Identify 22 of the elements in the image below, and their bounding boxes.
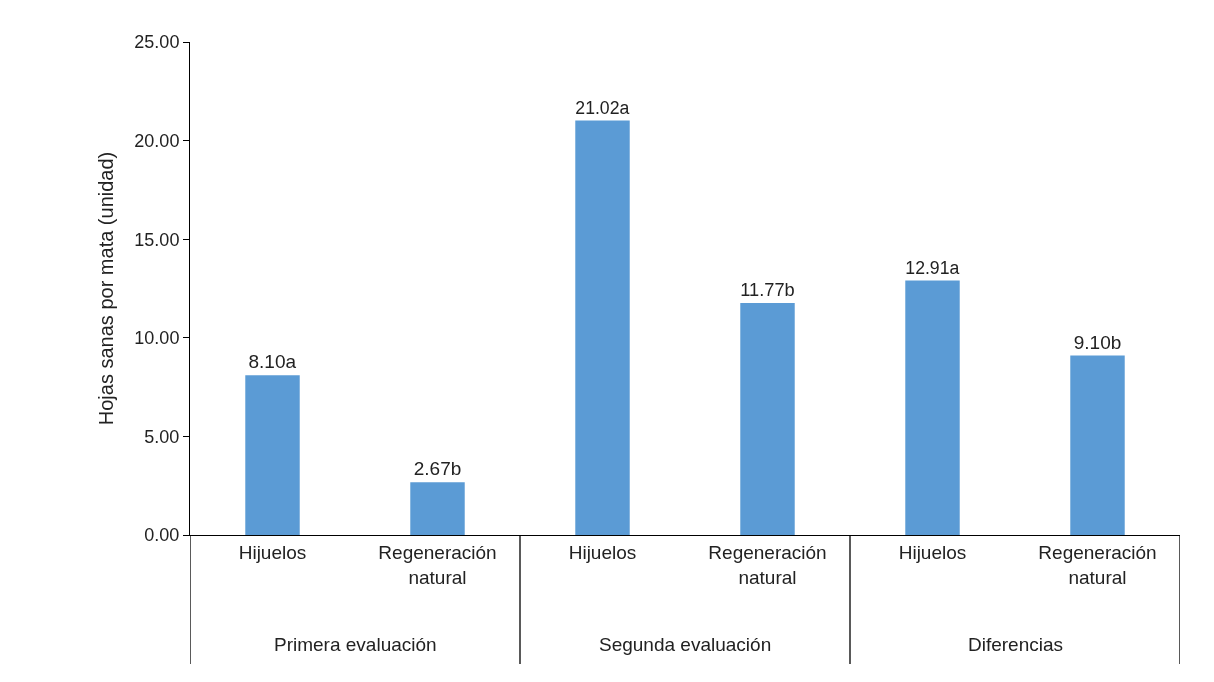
x-tick-label: Regeneración natural bbox=[708, 541, 827, 588]
y-tick-label: 15.00 bbox=[134, 229, 180, 250]
x-tick-label: Regeneración natural bbox=[378, 541, 497, 588]
text: Diferencias bbox=[968, 634, 1064, 655]
y-tick-label: 5.00 bbox=[144, 426, 180, 447]
y-tick-label: 10.00 bbox=[134, 328, 180, 349]
data-label: 12.91a bbox=[905, 257, 960, 278]
data-label: 2.67b bbox=[413, 458, 462, 480]
x-tick-label: Hijuelos bbox=[568, 541, 637, 563]
data-label: 21.02a bbox=[575, 97, 630, 118]
data-label: 11.77b bbox=[740, 279, 795, 301]
x-tick-label: Hijuelos bbox=[238, 541, 307, 563]
text: Segunda evaluación bbox=[599, 634, 772, 655]
x-tick-label: Hijuelos bbox=[898, 541, 967, 563]
text: Primera evaluación bbox=[274, 634, 437, 655]
y-tick-label: 0.00 bbox=[144, 525, 180, 546]
data-label: 9.10b bbox=[1073, 331, 1122, 353]
data-label: 8.10a bbox=[248, 351, 297, 373]
y-axis-title: Hojas sanas por mata (unidad) bbox=[94, 151, 117, 426]
y-tick-label: 25.00 bbox=[134, 32, 180, 53]
y-tick-label: 20.00 bbox=[134, 130, 180, 151]
x-tick-label: Regeneración natural bbox=[1038, 541, 1157, 588]
